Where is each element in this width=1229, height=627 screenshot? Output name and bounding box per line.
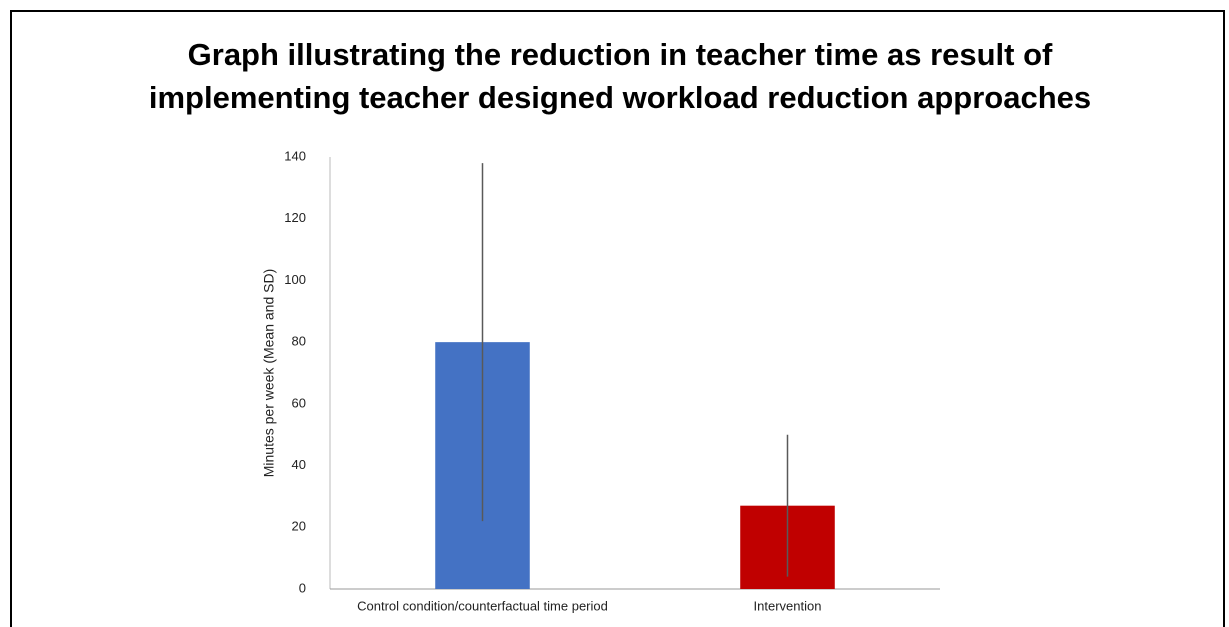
y-tick-label: 80 xyxy=(292,334,306,349)
chart-title: implementing teacher designed workload r… xyxy=(149,80,1091,115)
y-tick-label: 120 xyxy=(284,210,306,225)
chart-title: Graph illustrating the reduction in teac… xyxy=(188,37,1053,72)
frame xyxy=(10,10,1225,627)
y-tick-label: 40 xyxy=(292,457,306,472)
y-tick-label: 60 xyxy=(292,395,306,410)
y-tick-label: 100 xyxy=(284,272,306,287)
y-tick-label: 20 xyxy=(292,519,306,534)
y-tick-label: 0 xyxy=(299,580,306,595)
x-tick-label: Intervention xyxy=(754,598,822,613)
y-tick-label: 140 xyxy=(284,148,306,163)
x-tick-label: Control condition/counterfactual time pe… xyxy=(357,598,608,613)
y-axis-label: Minutes per week (Mean and SD) xyxy=(261,269,277,478)
